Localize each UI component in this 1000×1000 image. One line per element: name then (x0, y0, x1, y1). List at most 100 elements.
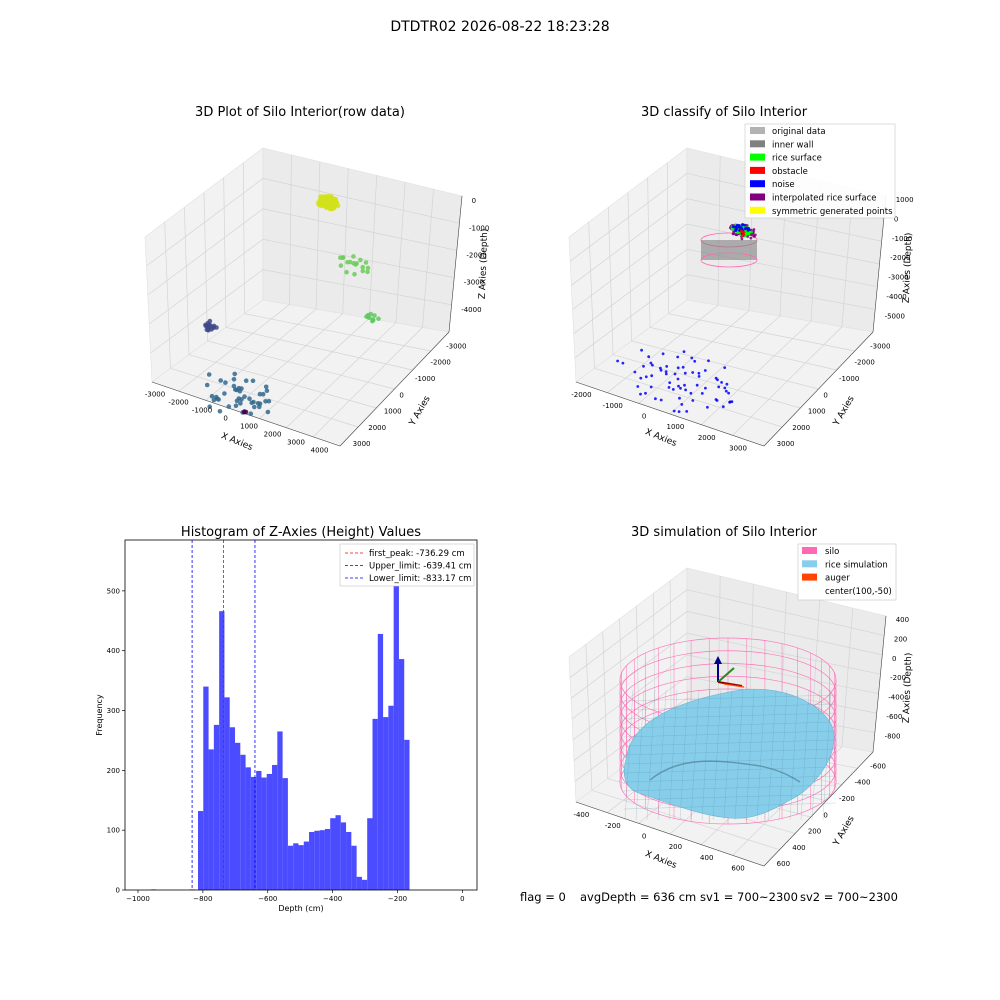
histogram-bar (272, 764, 278, 890)
z-tick-label: 1000 (896, 196, 914, 204)
y-tick-label: 0 (823, 391, 827, 399)
scatter-point (217, 409, 223, 414)
y-tick-label: 300 (107, 707, 120, 715)
x-tick-label: -1000 (192, 406, 212, 414)
mesh-line (623, 757, 837, 765)
y-gridline (183, 207, 377, 409)
scatter-point (347, 259, 353, 265)
scatter-point (639, 392, 642, 396)
legend-label: obstacle (772, 167, 808, 177)
z-tick-labels: 0 -1000 -2000 -3000 -4000 (461, 197, 489, 314)
scatter-point (368, 311, 374, 317)
scatter-point (697, 375, 701, 378)
mesh-line (623, 694, 837, 702)
y-axis-line (339, 331, 450, 447)
legend-label: interpolated rice surface (772, 194, 877, 204)
mesh-line (623, 766, 837, 774)
z-tick-label: -600 (886, 713, 902, 721)
scatter-point (338, 263, 344, 268)
legend-label: silo (825, 547, 839, 557)
scatter-point (364, 314, 369, 319)
legend: silo rice simulation auger center(100,-50) (797, 543, 897, 601)
z-axis-label: Z Axies (Depth) (478, 229, 490, 300)
auger-shaft (723, 683, 745, 688)
scatter-point (730, 400, 734, 404)
histogram-bar (361, 879, 368, 890)
x-tick-label: 600 (731, 865, 744, 873)
scatter-point (745, 224, 749, 227)
scatter-point (234, 398, 240, 404)
histogram-bar (198, 811, 204, 890)
z-gridline (573, 248, 878, 334)
y-gridline (585, 644, 780, 851)
scatter-point (263, 384, 269, 390)
histogram-bar (213, 724, 220, 890)
histogram-bar (240, 754, 246, 890)
scatter-point (257, 401, 263, 407)
status-flag: flag = 0 (520, 890, 566, 904)
scatter-point (734, 228, 737, 232)
scatter-point (215, 396, 220, 402)
scatter-point (676, 355, 680, 359)
histogram-bar (229, 727, 236, 890)
histogram-bar (282, 778, 288, 890)
z-tick-labels: 400 200 0 -200 -400 -600 -800 (885, 616, 910, 741)
x-axis-label: X Axies (643, 849, 678, 871)
x-tick-label: -2000 (168, 398, 188, 406)
pane-back (262, 147, 463, 333)
scatter-point (250, 378, 256, 384)
z-gridline (570, 611, 883, 699)
z-gridline (147, 208, 457, 296)
z-axis-line (448, 195, 463, 333)
auger-y-arrow (717, 667, 735, 683)
scatter-point (231, 377, 237, 382)
legend: original data inner wall rice surface obsta… (744, 123, 896, 219)
mesh-line (811, 689, 821, 821)
y-tick-label: 1000 (808, 408, 826, 416)
scatter-point (338, 255, 343, 260)
x-tick-label: −400 (323, 895, 342, 903)
scatter-point (659, 398, 663, 402)
scatter-point (640, 348, 643, 352)
scatter-point (370, 317, 376, 322)
scatter-point (704, 386, 707, 390)
histogram-bar (277, 731, 283, 890)
scatter-point (685, 410, 689, 413)
y-axis-line (763, 751, 874, 867)
status-avg-depth: avgDepth = 636 cm (580, 890, 696, 904)
scatter-point (252, 404, 257, 410)
histogram-bar (398, 659, 405, 890)
scatter-point (639, 376, 643, 380)
z-gridline (150, 269, 452, 354)
mesh-line (800, 689, 810, 821)
x-tick-labels: -3000-2000 -1000 0 1000 2000 3000 4000 (145, 390, 329, 454)
mesh-line (624, 689, 634, 821)
histogram-bar (314, 830, 320, 890)
reference-lines (191, 540, 256, 890)
scatter-point (677, 384, 680, 388)
histogram-bar (356, 876, 362, 890)
scatter-point (360, 268, 366, 274)
scatter-point (351, 261, 357, 266)
z-axis-label: Z Axies (Depth) (902, 233, 914, 304)
scatter-point (691, 371, 695, 374)
y-tick-label: 200 (107, 767, 120, 775)
mesh-line (767, 689, 777, 821)
scatter-point (680, 403, 684, 406)
scatter-point (207, 322, 213, 328)
mesh-line (623, 739, 837, 747)
y-gridline (164, 222, 359, 428)
x-tick-label: 0 (460, 895, 464, 903)
mesh-line (789, 689, 799, 821)
y-tick-label: 500 (107, 587, 120, 595)
legend-swatch (750, 193, 765, 201)
scatter-point (260, 391, 266, 397)
histogram-bar (224, 697, 230, 890)
scatter-point (677, 410, 681, 413)
y-tick-label: -2000 (431, 359, 451, 367)
histogram-bar (383, 717, 389, 890)
x-tick-label: 0 (223, 414, 227, 422)
scatter-point (621, 361, 625, 365)
x-tick-label: -2000 (571, 391, 591, 399)
histogram-bar (335, 815, 341, 890)
